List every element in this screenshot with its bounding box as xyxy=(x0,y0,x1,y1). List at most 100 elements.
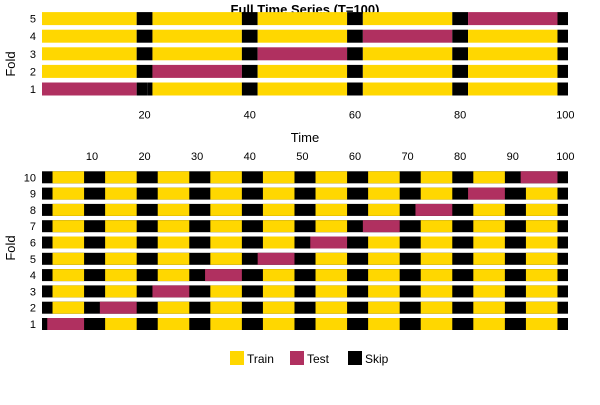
segment-fold3-block3-test xyxy=(152,285,190,298)
segment-fold2-block6-train xyxy=(315,301,348,314)
segment-fold5-train-22 xyxy=(152,12,242,26)
segment-fold9-block1-train xyxy=(52,187,85,200)
segment-fold7-block7-test xyxy=(362,220,400,233)
segment-fold4-train-82 xyxy=(468,29,558,43)
bottom-x-tick-label: 20 xyxy=(138,151,150,163)
segment-fold7-block3-train xyxy=(157,220,190,233)
segment-fold3-block5-train xyxy=(262,285,295,298)
segment-fold8-block4-train xyxy=(210,203,242,216)
segment-fold1-skip-21 xyxy=(147,82,153,96)
segment-fold9-block2-train xyxy=(105,187,137,200)
segment-fold4-block6-train xyxy=(315,269,348,282)
segment-fold8-block9-train xyxy=(473,203,505,216)
segment-fold4-skip-19 xyxy=(136,29,153,43)
segment-fold2-skip-19 xyxy=(136,64,153,78)
segment-fold4-skip-79 xyxy=(452,29,469,43)
segment-fold4-block1-train xyxy=(52,269,85,282)
segment-fold3-skip-79 xyxy=(452,47,469,61)
segment-fold10-block1-train xyxy=(52,171,85,184)
segment-fold3-train-62 xyxy=(362,47,453,61)
segment-fold3-block10-train xyxy=(525,285,558,298)
segment-fold7-block9-train xyxy=(473,220,505,233)
segment-fold2-train-42 xyxy=(257,64,348,78)
bottom-x-tick-label: 60 xyxy=(349,151,361,163)
top-plot: 1 2 3 4 5 20 40 60 80 100 xyxy=(30,12,575,122)
top-x-tick-label: 100 xyxy=(556,110,574,122)
segment-fold10-block5-train xyxy=(262,171,295,184)
segment-fold8-block8-test xyxy=(415,203,453,216)
segment-fold7-block4-train xyxy=(210,220,242,233)
segment-fold8-block1-train xyxy=(52,203,85,216)
segment-fold1-block6-train xyxy=(315,318,348,330)
segment-fold2-skip-99 xyxy=(557,64,568,78)
segment-fold3-block1-train xyxy=(52,285,85,298)
segment-fold8-block7-train xyxy=(368,203,400,216)
bottom-y-tick-label: 6 xyxy=(30,238,36,250)
segment-fold3-train-22 xyxy=(152,47,242,61)
top-y-tick-label: 1 xyxy=(30,84,36,96)
segment-fold5-test-82 xyxy=(468,12,558,26)
segment-fold5-block8-train xyxy=(420,252,453,265)
segment-fold2-train-82 xyxy=(468,64,558,78)
segment-fold1-block3-train xyxy=(157,318,190,330)
segment-fold9-block9-test xyxy=(468,187,505,200)
segment-fold1-skip-99 xyxy=(557,82,568,96)
segment-fold3-skip-39 xyxy=(241,47,258,61)
segment-fold1-block4-train xyxy=(210,318,242,330)
segment-fold1-skip-59 xyxy=(347,82,363,96)
segment-fold2-block1-train xyxy=(52,301,85,314)
segment-fold3-skip-59 xyxy=(347,47,363,61)
segment-fold8-block2-train xyxy=(105,203,137,216)
segment-fold4-skip-99 xyxy=(557,29,568,43)
segment-fold5-block6-train xyxy=(315,252,348,265)
segment-fold7-block1-train xyxy=(52,220,85,233)
segment-fold3-train-82 xyxy=(468,47,558,61)
segment-fold2-skip-39 xyxy=(241,64,258,78)
segment-fold7-block6-train xyxy=(315,220,348,233)
segment-fold4-block10-train xyxy=(525,269,558,282)
segment-fold6-block4-train xyxy=(210,236,242,249)
segment-fold7-block10-train xyxy=(525,220,558,233)
segment-fold2-block5-train xyxy=(262,301,295,314)
segment-fold9-block5-train xyxy=(262,187,295,200)
segment-fold3-block6-train xyxy=(315,285,348,298)
segment-fold8-block10-train xyxy=(525,203,558,216)
bottom-x-tick-label: 40 xyxy=(244,151,256,163)
segment-fold8-block5-train xyxy=(262,203,295,216)
bottom-y-tick-label: 7 xyxy=(30,221,36,233)
segment-fold3-block2-train xyxy=(105,285,137,298)
top-x-tick-label: 20 xyxy=(138,110,150,122)
segment-fold5-skip-19 xyxy=(136,12,153,26)
segment-fold6-block8-train xyxy=(420,236,453,249)
segment-fold5-block4-train xyxy=(210,252,242,265)
segment-fold4-train-42 xyxy=(257,29,348,43)
bottom-x-tick-label: 30 xyxy=(191,151,203,163)
segment-fold5-skip-79 xyxy=(452,12,469,26)
segment-fold2-block3-train xyxy=(157,301,190,314)
segment-fold10-block7-train xyxy=(368,171,400,184)
segment-fold1-block10-train xyxy=(525,318,558,330)
segment-fold4-skip-39 xyxy=(241,29,258,43)
segment-fold3-block4-train xyxy=(210,285,242,298)
segment-fold6-block2-train xyxy=(105,236,137,249)
segment-fold5-block3-train xyxy=(157,252,190,265)
segment-fold9-block4-train xyxy=(210,187,242,200)
segment-fold2-block8-train xyxy=(420,301,453,314)
segment-fold2-skip-59 xyxy=(347,64,363,78)
segment-fold10-block2-train xyxy=(105,171,137,184)
segment-fold10-block9-train xyxy=(473,171,505,184)
segment-fold6-block10-train xyxy=(525,236,558,249)
segment-fold9-block7-train xyxy=(368,187,400,200)
segment-fold6-block7-train xyxy=(368,236,400,249)
segment-fold6-block3-train xyxy=(157,236,190,249)
segment-fold5-block5-test xyxy=(257,252,295,265)
top-x-tick-label: 40 xyxy=(244,110,256,122)
top-x-axis-label: Time xyxy=(291,130,319,145)
segment-fold2-test-22 xyxy=(152,64,242,78)
segment-fold8-block3-train xyxy=(157,203,190,216)
segment-fold1-block1-test xyxy=(47,318,85,330)
segment-fold3-skip-99 xyxy=(557,47,568,61)
segment-fold10-block4-train xyxy=(210,171,242,184)
segment-fold4-train-22 xyxy=(152,29,242,43)
